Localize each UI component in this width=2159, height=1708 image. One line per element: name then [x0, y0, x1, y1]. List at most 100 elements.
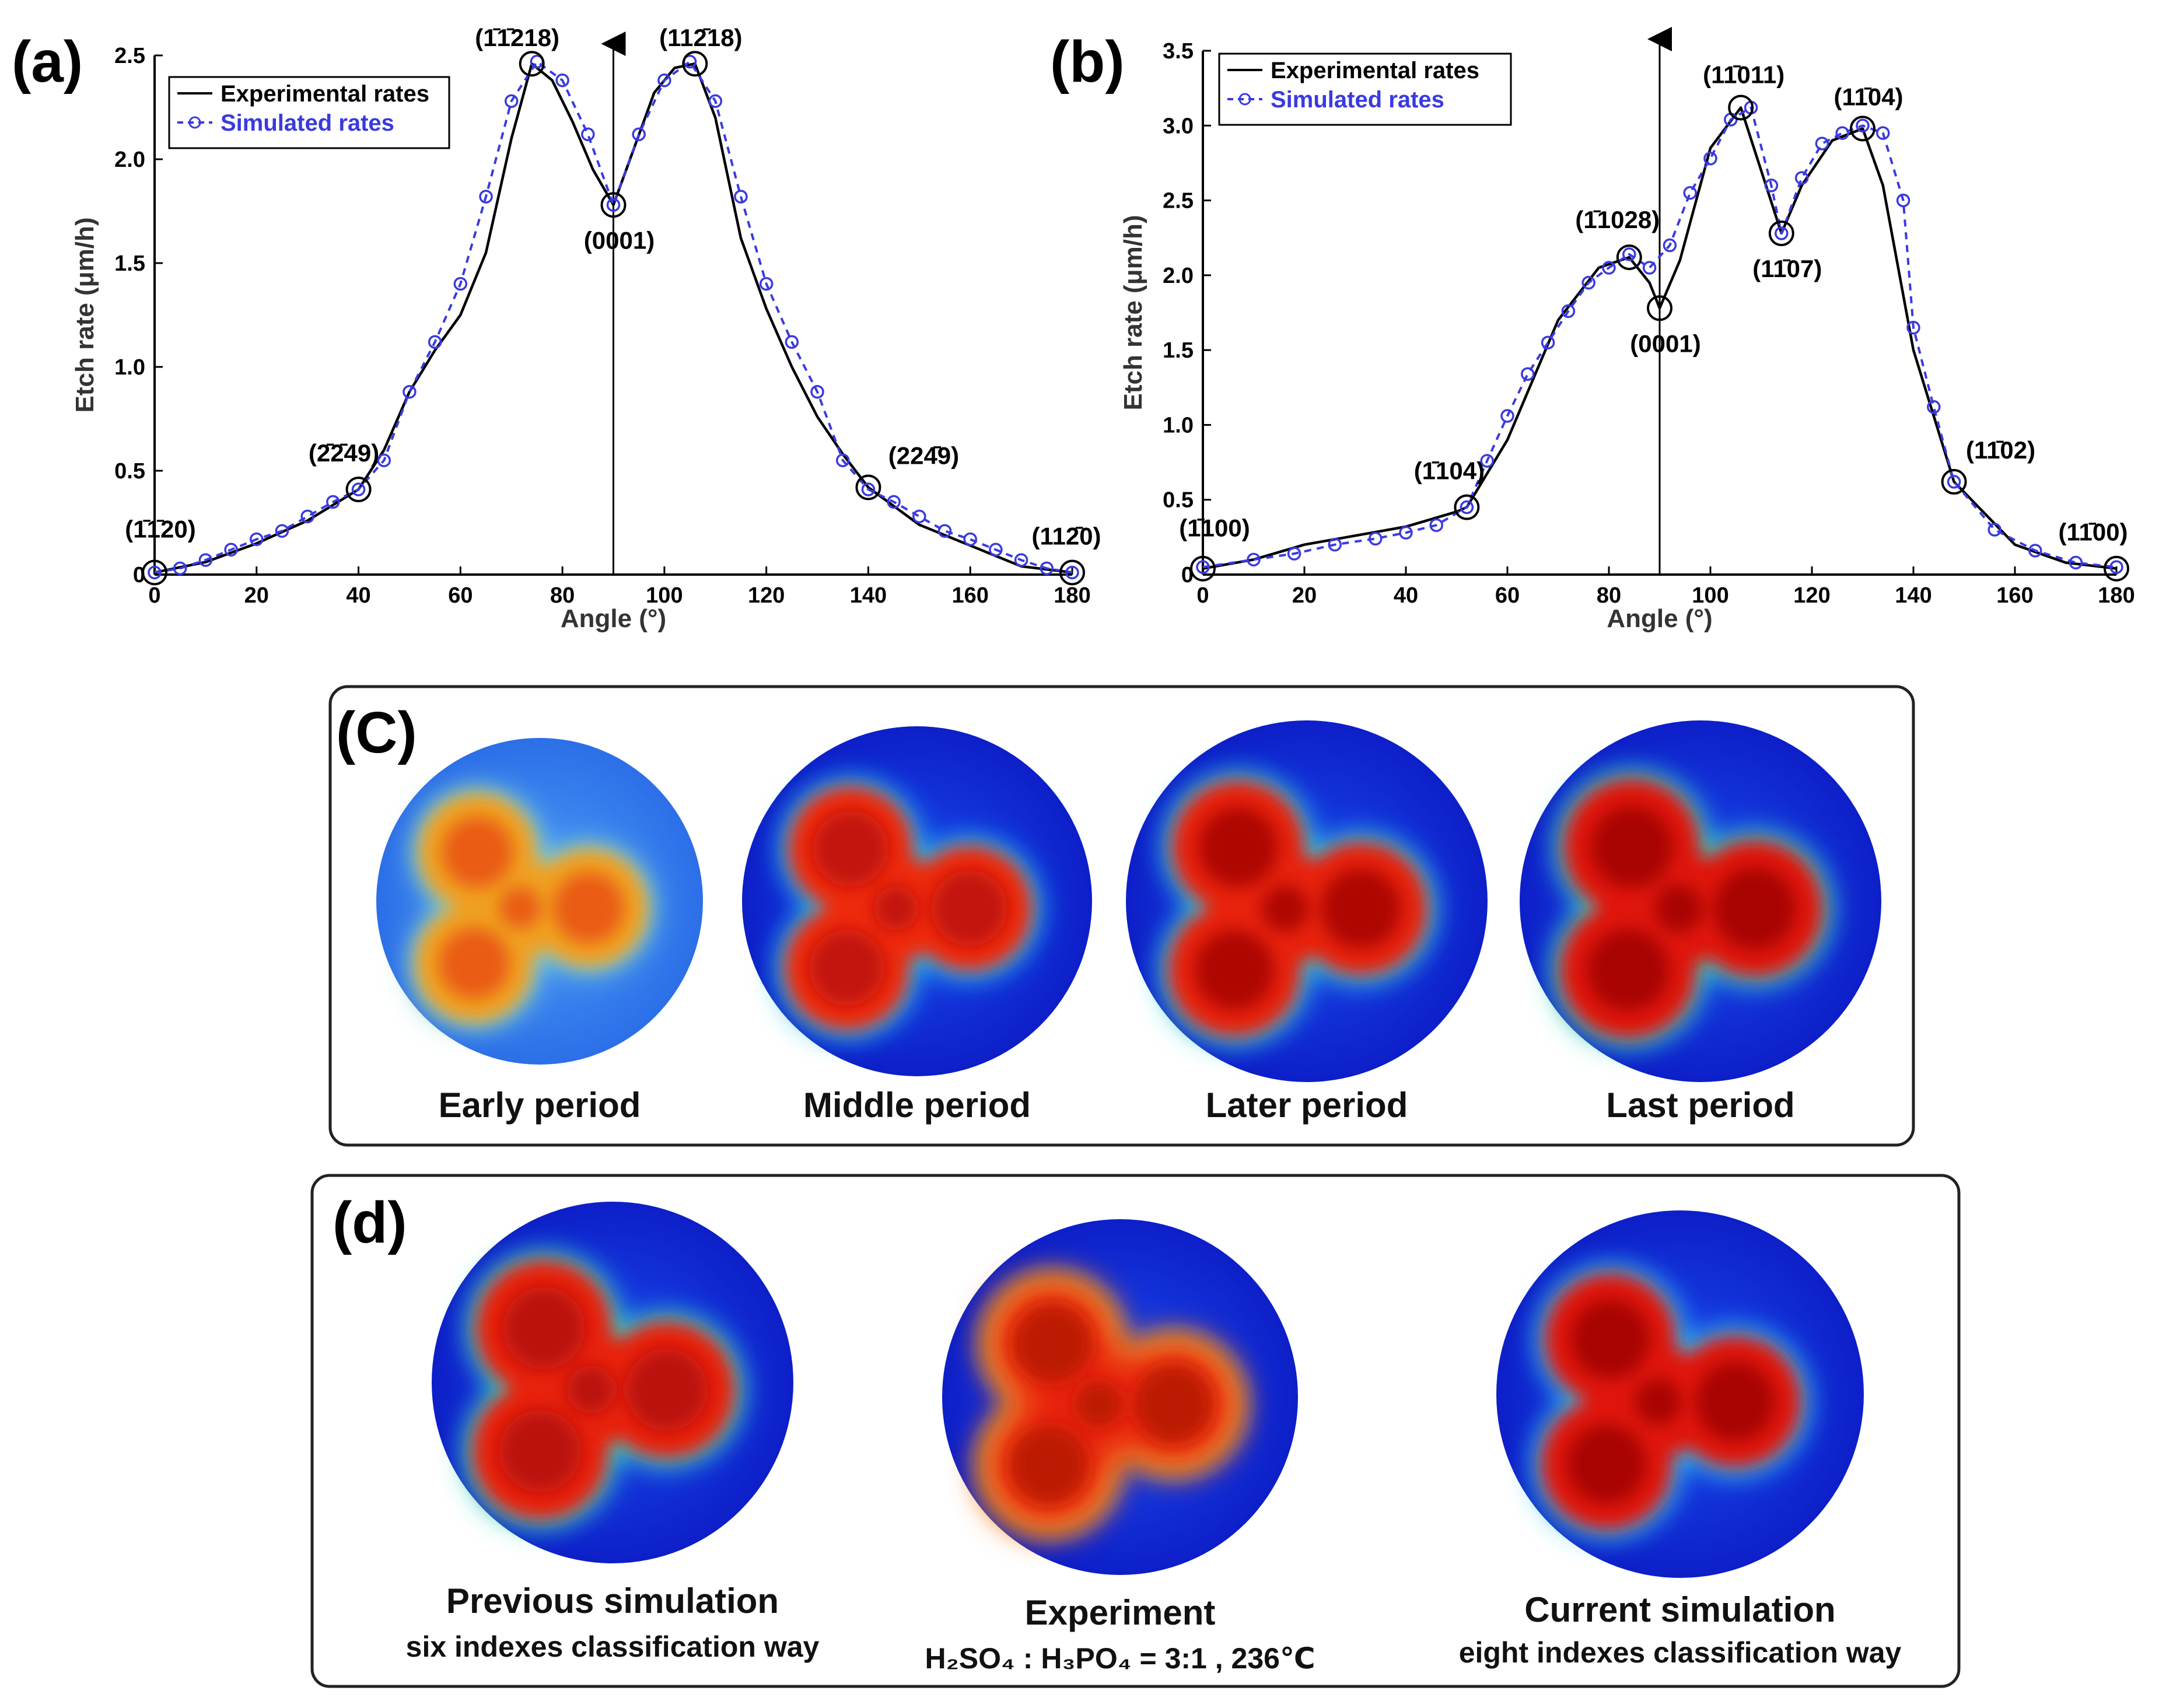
orientation-marker — [1768, 220, 1794, 247]
legend-entry: Experimental rates — [1271, 58, 1479, 83]
simulated-rate-point — [963, 532, 977, 547]
comparison-subcaption: six indexes classification way — [406, 1630, 820, 1663]
simulated-rate-point — [479, 190, 493, 204]
simulated-rate-point — [555, 73, 569, 88]
orientation-marker — [142, 559, 167, 586]
simulated-rates-line — [1202, 106, 2117, 569]
y-tick-label: 2.0 — [1163, 264, 1194, 288]
simulated-rate-point — [1927, 400, 1941, 414]
etch-pattern-image — [942, 1219, 1298, 1575]
orientation-label: (0001) — [1630, 330, 1700, 357]
orientation-label: (11̄07) — [1752, 255, 1822, 282]
etch-pattern-image — [1126, 720, 1488, 1082]
simulated-rate-point — [1987, 523, 2001, 537]
y-tick-label: 3.5 — [1163, 39, 1194, 64]
simulated-rate-point — [1764, 178, 1779, 192]
simulated-rate-point — [1775, 226, 1789, 240]
x-tick-label: 40 — [346, 583, 370, 608]
simulated-rate-point — [1196, 560, 1210, 574]
x-tick-label: 40 — [1394, 583, 1418, 608]
simulated-rate-point — [1014, 553, 1028, 567]
orientation-marker — [1059, 559, 1085, 586]
legend-box — [168, 76, 450, 149]
x-tick-label: 180 — [1054, 583, 1090, 608]
simulated-rate-point — [1328, 537, 1342, 552]
simulated-rate-point — [300, 509, 314, 524]
period-caption: Last period — [1606, 1086, 1794, 1125]
orientation-label: (112̄18) — [659, 24, 742, 51]
legend-box — [1218, 52, 1512, 126]
simulated-rate-point — [708, 94, 723, 108]
x-tick-label: 80 — [1597, 583, 1621, 608]
orientation-marker — [1728, 94, 1754, 121]
x-tick-label: 160 — [1996, 583, 2033, 608]
y-tick-label: 0 — [133, 563, 145, 587]
etch-cores — [1194, 807, 1401, 1010]
etch-pattern-image — [1520, 720, 1881, 1082]
simulated-rate-point — [2028, 544, 2042, 558]
panel-d-letter: (d) — [333, 1190, 407, 1255]
period-caption: Early period — [439, 1086, 641, 1125]
chart-panel-b: (b)0 20 40 60 80 100 120 140 160 18000.51.01.52.0… — [1050, 27, 2135, 633]
panel-c-image-series: (C) Early period Middle period Later perio… — [328, 685, 1915, 1147]
x-tick-label: 20 — [244, 583, 269, 608]
legend-entry: Experimental rates — [221, 81, 429, 107]
x-axis-label: Angle (°) — [1607, 604, 1712, 633]
simulated-rate-point — [1947, 475, 1961, 489]
x-axis-label: Angle (°) — [561, 604, 666, 633]
legend-marker — [188, 116, 201, 129]
orientation-marker — [682, 51, 708, 77]
panel-letter: (a) — [12, 29, 83, 94]
simulated-rate-point — [1815, 136, 1829, 150]
simulated-rate-point — [1622, 247, 1636, 261]
simulated-rate-point — [1876, 126, 1890, 140]
simulated-rate-point — [606, 198, 621, 212]
simulated-rate-point — [810, 384, 824, 399]
period-caption: Later period — [1206, 1086, 1408, 1125]
simulated-rate-point — [937, 524, 952, 538]
simulated-rate-point — [1500, 409, 1514, 423]
experimental-rates-line — [1202, 106, 2117, 570]
orientation-marker — [1850, 116, 1875, 142]
y-tick-label: 1.0 — [114, 355, 145, 380]
comparison-subcaption: eight indexes classification way — [1459, 1636, 1902, 1669]
x-tick-label: 20 — [1292, 583, 1317, 608]
orientation-label: (11̄02) — [1966, 436, 2035, 464]
simulated-rate-point — [1581, 275, 1595, 290]
comparison-caption: Experiment — [1025, 1593, 1216, 1632]
etch-cores — [1566, 1299, 1775, 1504]
legend-entry: Simulated rates — [1271, 87, 1444, 113]
x-tick-label: 120 — [1793, 583, 1830, 608]
x-tick-label: 180 — [2098, 583, 2134, 608]
y-tick-label: 1.0 — [1163, 413, 1194, 438]
simulated-rate-point — [1856, 118, 1870, 133]
etch-cores — [809, 811, 1007, 1006]
orientation-label: (11̄011) — [1703, 61, 1784, 88]
orientation-label: (0001) — [584, 226, 655, 254]
etch-cores — [1587, 806, 1796, 1012]
comparison-subcaption: H₂SO₄ : H₃PO₄ = 3:1 , 236℃ — [925, 1642, 1315, 1675]
simulated-rate-point — [1480, 454, 1494, 468]
simulated-rate-point — [1287, 547, 1301, 561]
etch-cores — [499, 1287, 708, 1493]
x-tick-label: 0 — [148, 583, 160, 608]
simulated-rate-point — [1399, 526, 1413, 540]
etch-cores — [1010, 1305, 1212, 1503]
x-tick-label: 60 — [1495, 583, 1520, 608]
orientation-label: (11̄00) — [2058, 519, 2127, 546]
simulated-rate-point — [861, 482, 876, 496]
simulated-rate-point — [581, 127, 595, 142]
y-tick-label: 2.0 — [114, 148, 145, 172]
legend-entry: Simulated rates — [221, 110, 394, 136]
panel-d-comparison: (d) Previous simulation six indexes class… — [310, 1174, 1961, 1688]
simulated-rate-point — [275, 524, 289, 538]
x-tick-label: 0 — [1196, 583, 1209, 608]
orientation-marker — [600, 192, 627, 218]
simulated-rate-point — [250, 532, 264, 547]
etch-pattern-image — [376, 738, 703, 1065]
simulated-rate-point — [1521, 367, 1535, 381]
simulated-rate-point — [2069, 555, 2083, 570]
simulated-rate-point — [912, 509, 926, 524]
simulated-rate-point — [2109, 560, 2123, 574]
